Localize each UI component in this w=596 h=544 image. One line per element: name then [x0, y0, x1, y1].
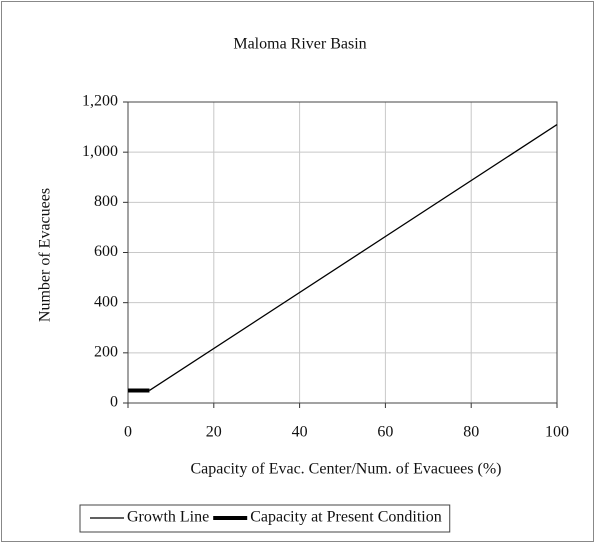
y-tick-label: 800 — [94, 193, 118, 210]
legend-label: Growth Line — [127, 509, 209, 526]
x-tick-label: 40 — [292, 424, 308, 441]
x-tick-label: 60 — [377, 424, 393, 441]
y-tick-label: 400 — [94, 293, 118, 310]
y-tick-label: 200 — [94, 344, 118, 361]
plot-frame — [127, 101, 558, 404]
y-tick-label: 0 — [110, 394, 118, 411]
chart-title: Maloma River Basin — [233, 36, 366, 53]
y-tick-label: 1,000 — [82, 143, 118, 160]
x-axis-label: Capacity of Evac. Center/Num. of Evacuee… — [191, 461, 502, 478]
x-tick-label: 80 — [463, 424, 479, 441]
legend-box — [79, 504, 451, 533]
x-tick-label: 0 — [124, 424, 132, 441]
y-axis-label: Number of Evacuees — [37, 188, 54, 322]
line-series — [149, 124, 558, 392]
y-tick-label: 1,200 — [82, 93, 118, 110]
x-tick-label: 100 — [545, 424, 569, 441]
y-tick-label: 600 — [94, 243, 118, 260]
legend-label: Capacity at Present Condition — [250, 509, 442, 526]
x-tick-label: 20 — [206, 424, 222, 441]
